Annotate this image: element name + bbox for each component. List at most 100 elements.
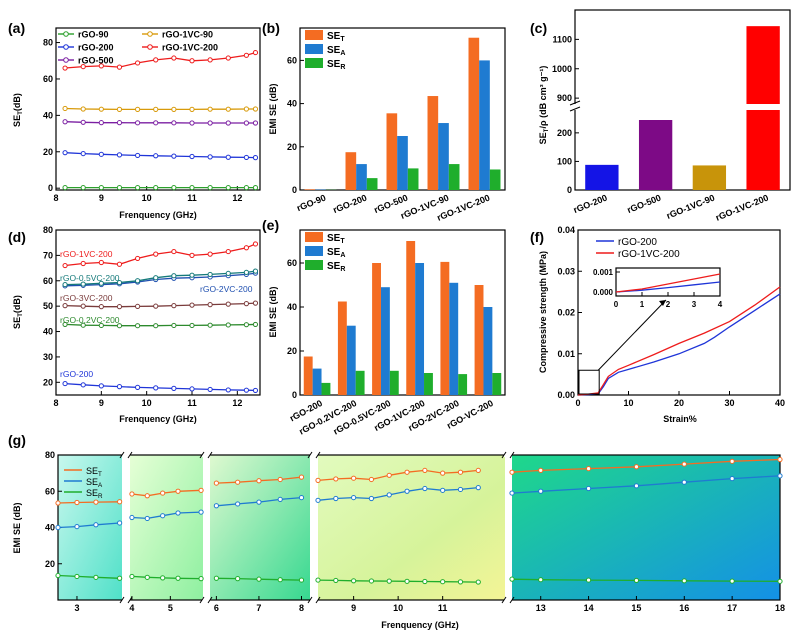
series-rGO-1VC-200-point [62,262,68,269]
series-rGO-200-point [80,150,86,157]
series-rGO-500-point [80,119,86,125]
bar-SE_R [389,370,399,395]
axis-break-mark [207,596,213,604]
series-SE_R-point [729,578,735,584]
bar-SE_A [415,263,425,395]
bar-SE_R [355,370,365,395]
series-label: rGO-3VC-200 [60,293,113,303]
x-axis-label: Frenquency (GHz) [119,210,197,220]
series-rGO-0.2VC-200-point [62,321,68,328]
series-rGO-1VC-90-point [225,106,231,112]
series-rGO-500-point [98,120,104,126]
series-SE_T-point [144,493,150,499]
series-rGO-1VC-200-line [65,243,256,267]
series-SE_A-point [457,486,464,493]
axis-break-gap [310,598,318,601]
series-SE_R-point [198,576,204,582]
legend-label: rGO-1VC-90 [162,30,213,40]
series-rGO-90-point [153,185,159,191]
series-rGO-3VC-200-point [80,303,86,309]
series-SE_A-point [777,473,783,479]
series-rGO-0.5VC-200-point [171,273,177,279]
bar-SE_R [366,178,378,190]
y-tick-label: 0.02 [557,308,575,318]
axis-break-mark [199,451,205,459]
series-SE_T-point [55,500,61,506]
series-SE_T-point [93,499,99,505]
series-SE_A-point [117,520,123,526]
x-tick-label: 10 [142,193,152,203]
series-rGO-3VC-200-point [252,300,259,306]
axis-break-mark [127,451,133,459]
series-rGO-1VC-200-point [225,55,231,61]
series-label: rGO-0.5VC-200 [60,273,120,283]
segment-background [512,455,780,600]
series-rGO-200-point [252,155,259,161]
bar-SE_T [303,356,313,395]
bar-SE_A [346,325,356,395]
bar-SE_R [407,168,419,190]
series-rGO-0.5VC-200-point [80,281,86,287]
series-rGO-200-point [153,385,159,391]
series-SE_R-point [509,576,515,582]
panel-label: (c) [530,20,547,36]
legend-swatch [305,58,323,68]
series-rGO-200-point [171,385,177,391]
y-tick-label: 1000 [552,64,572,74]
axis-break-mark [315,596,321,604]
series-SE_A-point [509,490,515,496]
series-rGO-500-point [171,120,177,126]
series-SE_A-point [333,495,339,502]
series-rGO-200-point [135,152,141,159]
series-rGO-500-point [243,120,249,126]
series-rGO-0.5VC-200-point [225,270,231,277]
series-rGO-90-point [207,185,213,191]
bar-rGO-200 [585,164,619,190]
series-rGO-1VC-90-point [116,106,123,112]
series-rGO-1VC-200-point [153,57,159,63]
bar-SE_R [492,373,502,395]
series-SE_T-point [160,490,166,496]
bar-SE_A [449,282,459,395]
series-rGO-1VC-90-point [171,106,177,112]
series-SE_A-point [729,475,735,482]
segment-background [130,455,203,600]
x-tick-label: 5 [168,603,173,613]
series-SE_T-point [213,480,219,486]
x-tick-label: 4 [718,300,723,309]
series-rGO-3VC-200-point [98,304,104,310]
bar-SE_A [438,123,449,190]
series-rGO-200-point [252,387,259,394]
series-rGO-1VC-200-point [189,252,195,258]
bar-SE_T [372,263,381,395]
x-tick-label: 9 [99,193,104,203]
legend-label: SER [327,59,345,71]
series-rGO-1VC-200-point [98,63,104,69]
series-SE_A-point [74,523,80,530]
bar-SE_A [380,287,390,395]
y-tick-label: 200 [557,128,572,138]
series-SE_T-point [440,470,446,476]
axis-break-mark [119,451,125,459]
series-SE_R-point [55,572,61,579]
y-tick-label: 0.001 [593,268,614,277]
y-tick-label: 40 [287,99,297,109]
series-rGO-0.5VC-200-point [207,271,213,278]
series-label: rGO-200 [60,369,93,379]
series-rGO-500-point [225,120,231,126]
series-rGO-90-point [225,185,231,191]
y-tick-label: 20 [287,142,297,152]
series-SE_T-point [729,458,735,464]
series-SE_A-point [351,494,357,501]
panel-c-frame [574,9,791,191]
x-tick-label: 3 [692,300,697,309]
series-SE_T-point [475,467,481,474]
zoom-arrow [597,299,667,371]
category-label: rGO-200 [572,193,609,216]
series-rGO-3VC-200-point [171,303,177,309]
series-rGO-90-point [171,185,177,191]
series-SE_T-point [333,476,339,482]
zoom-arrowhead [659,300,666,306]
x-tick-label: 15 [631,603,641,613]
series-rGO-1VC-200-point [207,251,213,257]
